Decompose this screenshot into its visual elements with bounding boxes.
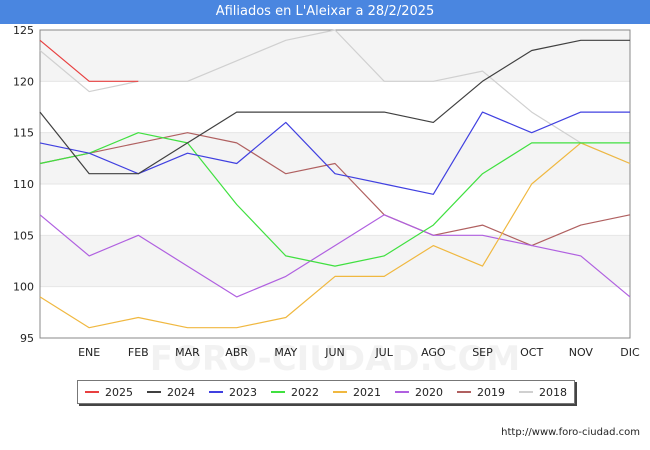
y-tick-label: 95 (20, 332, 34, 345)
y-tick-label: 105 (13, 229, 34, 242)
legend-item-2018: 2018 (519, 386, 567, 399)
series-line-2025 (39, 39, 139, 82)
legend-swatch (271, 391, 285, 393)
legend-label: 2023 (229, 385, 257, 399)
background-bands (40, 30, 630, 287)
legend-item-2024: 2024 (147, 386, 195, 399)
y-tick-label: 120 (13, 75, 34, 88)
y-axis: 95 100 105 110 115 120 125 (13, 24, 34, 345)
x-tick-label: JUN (324, 346, 345, 359)
legend-item-2020: 2020 (395, 386, 443, 399)
y-tick-label: 110 (13, 178, 34, 191)
legend-label: 2021 (353, 385, 381, 399)
x-tick-label: JUL (374, 346, 393, 359)
series-line-2021 (39, 142, 631, 329)
x-tick-label: NOV (569, 346, 594, 359)
x-axis: ENE FEB MAR ABR MAY JUN JUL AGO SEP OCT NOV DIC (78, 346, 640, 359)
legend-label: 2019 (477, 385, 505, 399)
legend-label: 2025 (105, 385, 133, 399)
legend-item-2023: 2023 (209, 386, 257, 399)
x-tick-label: ABR (225, 346, 248, 359)
legend-item-2025: 2025 (85, 386, 133, 399)
source-url: http://www.foro-ciudad.com (501, 427, 640, 438)
background-band (40, 132, 630, 184)
x-tick-label: ENE (78, 346, 100, 359)
background-band (40, 235, 630, 287)
y-tick-label: 125 (13, 24, 34, 37)
series-lines (39, 29, 631, 329)
x-tick-label: DIC (620, 346, 640, 359)
legend-label: 2018 (539, 385, 567, 399)
series-line-2020 (39, 214, 631, 298)
legend: 2025 2024 2023 2022 2021 2020 2019 2018 (77, 380, 575, 404)
series-line-2024 (39, 39, 630, 175)
x-tick-label: AGO (421, 346, 446, 359)
legend-item-2022: 2022 (271, 386, 319, 399)
legend-swatch (85, 391, 99, 393)
x-tick-label: MAY (274, 346, 297, 359)
legend-label: 2020 (415, 385, 443, 399)
background-band (40, 30, 630, 82)
legend-item-2021: 2021 (333, 386, 381, 399)
y-tick-label: 100 (13, 281, 34, 294)
legend-swatch (395, 391, 409, 393)
x-tick-label: SEP (472, 346, 493, 359)
legend-swatch (457, 391, 471, 393)
legend-swatch (519, 391, 533, 393)
x-tick-label: FEB (128, 346, 149, 359)
x-tick-label: MAR (175, 346, 200, 359)
chart-title: Afiliados en L'Aleixar a 28/2/2025 (0, 0, 650, 24)
legend-item-2019: 2019 (457, 386, 505, 399)
y-tick-label: 115 (13, 127, 34, 140)
legend-label: 2024 (167, 385, 195, 399)
legend-swatch (209, 391, 223, 393)
series-line-2022 (39, 132, 630, 267)
legend-swatch (333, 391, 347, 393)
legend-label: 2022 (291, 385, 319, 399)
x-tick-label: OCT (520, 346, 543, 359)
legend-swatch (147, 391, 161, 393)
